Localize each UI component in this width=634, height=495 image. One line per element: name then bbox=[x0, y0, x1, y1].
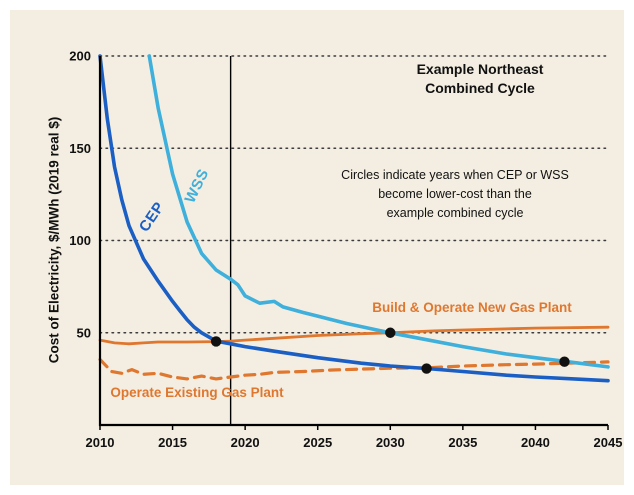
label-new-gas: Build & Operate New Gas Plant bbox=[372, 300, 572, 315]
x-tick-label: 2010 bbox=[86, 435, 115, 450]
y-tick-label: 200 bbox=[69, 49, 91, 64]
label-existing-gas: Operate Existing Gas Plant bbox=[110, 385, 284, 400]
x-tick-label: 2040 bbox=[521, 435, 550, 450]
y-tick-label: 100 bbox=[69, 233, 91, 248]
series-new-gas bbox=[98, 325, 610, 346]
x-tick-label: 2035 bbox=[448, 435, 477, 450]
chart-background bbox=[10, 10, 624, 485]
crossover-marker bbox=[385, 327, 396, 338]
annotation-note: Circles indicate years when CEP or WSS b… bbox=[341, 168, 569, 220]
x-tick-label: 2025 bbox=[303, 435, 332, 450]
series-wss bbox=[147, 54, 610, 369]
x-tick-label: 2045 bbox=[594, 435, 623, 450]
crossover-marker bbox=[210, 336, 222, 347]
crossover-marker bbox=[421, 363, 432, 374]
chart-title: Example Northeast Combined Cycle bbox=[416, 61, 544, 96]
y-tick-label: 50 bbox=[77, 325, 91, 340]
series-existing-gas bbox=[98, 357, 610, 381]
y-tick-label: 150 bbox=[69, 141, 91, 156]
crossover-marker bbox=[559, 356, 570, 367]
x-tick-label: 2030 bbox=[376, 435, 405, 450]
y-axis-title: Cost of Electricity, $/MWh (2019 real $) bbox=[46, 116, 62, 364]
x-tick-label: 2015 bbox=[158, 435, 187, 450]
x-tick-label: 2020 bbox=[231, 435, 260, 450]
